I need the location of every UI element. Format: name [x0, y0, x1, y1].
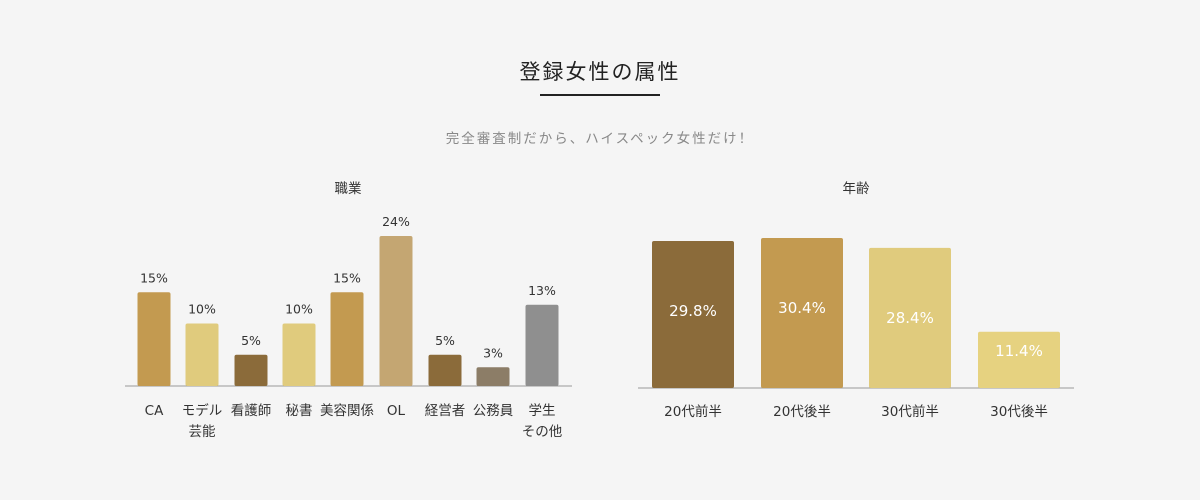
occupation-category-label-8-1: その他: [522, 424, 563, 440]
occupation-category-label-1-0: モデル: [182, 402, 223, 419]
occupation-category-label-8-0: 学生: [529, 403, 556, 419]
occupation-value-label-5: 24%: [382, 214, 410, 229]
occupation-bar-8: [525, 304, 559, 386]
occupation-bar-1: [185, 323, 219, 386]
occupation-value-label-6: 5%: [435, 333, 455, 348]
occupation-value-label-1: 10%: [188, 302, 216, 317]
occupation-bar-0: [137, 292, 171, 386]
occupation-category-label-1-1: 芸能: [189, 424, 216, 440]
age-value-label-2: 28.4%: [886, 309, 934, 327]
occupation-value-label-0: 15%: [140, 270, 168, 285]
occupation-value-label-7: 3%: [483, 345, 503, 360]
occupation-category-label-0-0: CA: [145, 403, 164, 419]
occupation-chart-title: 職業: [334, 181, 362, 197]
occupation-value-label-3: 10%: [285, 302, 313, 317]
age-bar-1: [761, 238, 843, 388]
age-value-label-0: 29.8%: [669, 302, 717, 320]
age-chart-title: 年齢: [842, 181, 870, 197]
occupation-bar-3: [282, 323, 316, 386]
occupation-bar-7: [476, 367, 510, 386]
occupation-category-label-6-0: 経営者: [425, 403, 466, 419]
occupation-category-label-2-0: 看護師: [231, 403, 272, 419]
age-category-label-0: 20代前半: [664, 403, 722, 420]
occupation-value-label-8: 13%: [528, 283, 556, 298]
occupation-category-label-7-0: 公務員: [473, 403, 514, 419]
occupation-category-label-4-0: 美容関係: [320, 402, 374, 419]
age-category-label-1: 20代後半: [773, 404, 831, 420]
age-value-label-1: 30.4%: [778, 299, 826, 317]
page-title: 登録女性の属性: [519, 60, 681, 84]
age-bar-2: [869, 247, 951, 388]
age-category-label-3: 30代後半: [990, 404, 1048, 420]
occupation-bar-6: [428, 354, 462, 386]
page-subtitle: 完全審査制だから、ハイスペック女性だけ！: [445, 131, 755, 147]
age-bar-0: [652, 240, 734, 388]
occupation-category-label-5-0: OL: [387, 403, 406, 419]
age-value-label-3: 11.4%: [995, 342, 1043, 360]
occupation-value-label-4: 15%: [333, 270, 361, 285]
age-bar-3: [978, 331, 1060, 388]
occupation-value-label-2: 5%: [241, 333, 261, 348]
occupation-bar-2: [234, 354, 268, 386]
occupation-bar-4: [330, 292, 364, 386]
occupation-category-label-3-0: 秘書: [286, 403, 313, 419]
age-category-label-2: 30代前半: [881, 403, 939, 420]
title-underline: [540, 94, 660, 96]
occupation-bar-5: [379, 236, 413, 386]
